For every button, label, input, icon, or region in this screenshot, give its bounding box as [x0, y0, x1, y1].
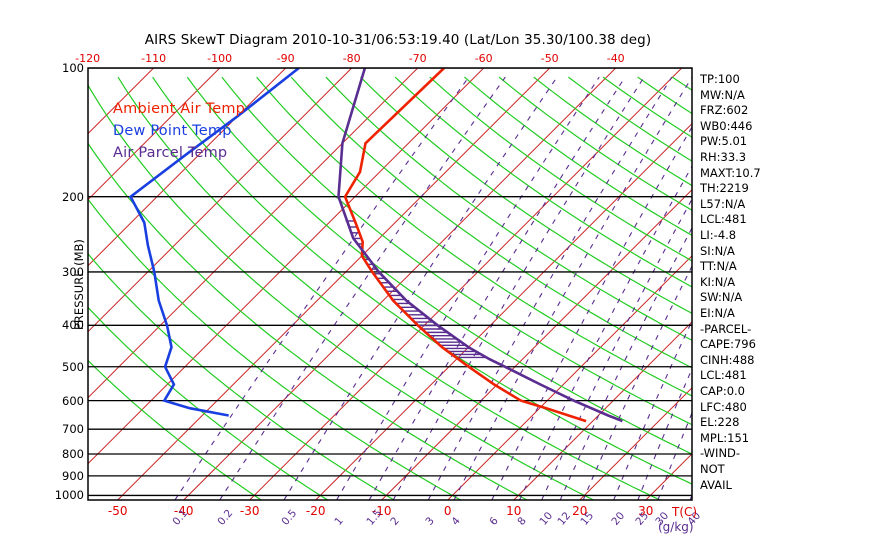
- legend-air-parcel-temp: Air Parcel Temp: [113, 145, 228, 161]
- sounding-index-item: LI:-4.8: [700, 228, 737, 242]
- sounding-index-item: L57:N/A: [700, 196, 746, 211]
- top-temp-tick: -60: [474, 52, 493, 65]
- top-temp-tick: -40: [606, 52, 625, 65]
- pressure-tick: 500: [62, 359, 84, 374]
- sounding-index-item: EL:228: [700, 415, 740, 430]
- sounding-index-item: CAPE:796: [700, 337, 756, 352]
- pressure-tick: 900: [62, 468, 84, 483]
- sounding-index-item: EI:N/A: [700, 306, 735, 320]
- pressure-tick: 300: [62, 264, 84, 279]
- pressure-tick: 400: [62, 318, 84, 333]
- top-temp-tick: -50: [540, 52, 559, 65]
- pressure-tick: 700: [62, 422, 84, 437]
- top-temp-tick: -100: [207, 52, 233, 65]
- sounding-index-item: FRZ:602: [700, 103, 749, 118]
- sounding-index-item: NOT: [700, 462, 725, 476]
- sounding-index-item: LFC:480: [700, 399, 747, 414]
- sounding-index-item: TH:2219: [700, 181, 749, 196]
- sounding-index-item: AVAIL: [700, 477, 732, 492]
- sounding-index-item: CINH:488: [700, 352, 755, 367]
- legend-dew-point-temp: Dew Point Temp: [113, 123, 232, 139]
- sounding-index-item: CAP:0.0: [700, 384, 745, 398]
- bottom-temp-tick: 10: [506, 504, 522, 518]
- pressure-tick: 800: [62, 446, 84, 461]
- bottom-temp-tick: -10: [371, 504, 392, 518]
- sounding-index-item: LCL:481: [700, 212, 747, 227]
- pressure-tick: 200: [62, 189, 84, 204]
- sounding-index-item: -WIND-: [700, 446, 741, 461]
- bottom-temp-tick: 30: [638, 504, 654, 518]
- legend-ambient-air-temp: Ambient Air Temp: [113, 101, 246, 117]
- top-temp-tick: -80: [342, 52, 361, 65]
- pressure-tick: 1000: [54, 488, 84, 503]
- bottom-temp-tick: 0: [443, 504, 452, 518]
- bottom-temp-tick: -40: [173, 504, 194, 518]
- sounding-index-item: PW:5.01: [700, 134, 748, 149]
- sounding-index-item: LCL:481: [700, 368, 747, 383]
- bottom-temp-tick: -30: [239, 504, 260, 518]
- mixing-ratio-unit-label: (g/kg): [658, 520, 694, 534]
- bottom-temp-tick: 20: [572, 504, 588, 518]
- sounding-index-item: SW:N/A: [700, 290, 743, 305]
- top-temp-tick: -110: [141, 52, 167, 65]
- sounding-index-item: -PARCEL-: [700, 321, 752, 336]
- top-temp-tick: -90: [276, 52, 295, 65]
- top-temp-tick: -120: [75, 52, 101, 65]
- top-temp-tick: -70: [408, 52, 427, 65]
- sounding-index-item: MW:N/A: [700, 87, 745, 102]
- bottom-temp-tick: -20: [305, 504, 326, 518]
- pressure-tick: 100: [62, 61, 84, 75]
- sounding-index-item: WB0:446: [700, 118, 753, 133]
- page-title: AIRS SkewT Diagram 2010-10-31/06:53:19.4…: [144, 32, 652, 48]
- temp-unit-label: T(C): [672, 505, 698, 519]
- sounding-index-item: SI:N/A: [700, 243, 735, 258]
- sounding-index-item: KI:N/A: [700, 274, 736, 289]
- sounding-index-item: TT:N/A: [700, 259, 737, 274]
- sounding-index-item: MAXT:10.7: [700, 165, 761, 180]
- pressure-tick: 600: [62, 393, 84, 408]
- bottom-temp-tick: -50: [107, 504, 128, 518]
- pressure-axis-label: PRESSURE (MB): [72, 239, 86, 330]
- sounding-index-item: RH:33.3: [700, 150, 747, 164]
- sounding-index-item: MPL:151: [700, 430, 750, 445]
- sounding-index-item: TP:100: [700, 72, 740, 86]
